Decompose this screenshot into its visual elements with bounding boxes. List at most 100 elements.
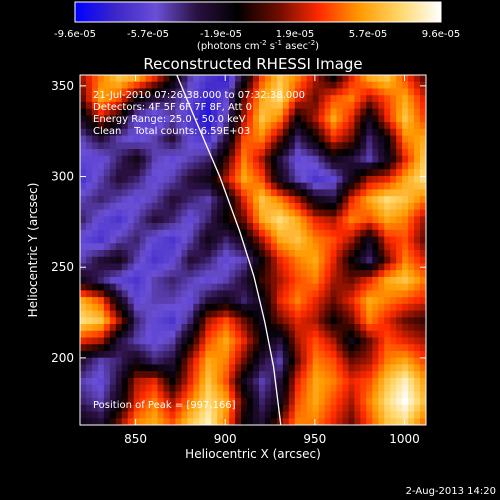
heatmap-cell [229, 317, 236, 325]
heatmap-cell [223, 391, 230, 399]
heatmap-cell [115, 189, 123, 197]
heatmap-cell [396, 418, 403, 425]
heatmap-cell [85, 196, 93, 204]
heatmap-cell [378, 189, 385, 197]
heatmap-cell [205, 384, 212, 392]
heatmap-cell [151, 270, 159, 278]
heatmap-cell [157, 223, 165, 231]
heatmap-cell [163, 256, 171, 265]
heatmap-cell [121, 290, 129, 298]
heatmap-cell [390, 377, 397, 386]
heatmap-cell [181, 391, 188, 399]
heatmap-cell [193, 115, 200, 123]
heatmap-cell [330, 108, 338, 116]
heatmap-cell [91, 357, 99, 366]
heatmap-cell [169, 169, 177, 177]
heatmap-cell [127, 81, 135, 90]
heatmap-cell [372, 101, 379, 110]
heatmap-cell [342, 209, 350, 217]
heatmap-cell [408, 391, 415, 399]
heatmap-cell [264, 418, 272, 425]
heatmap-cell [408, 243, 415, 251]
heatmap-cell [97, 297, 105, 305]
heatmap-cell [354, 357, 361, 366]
heatmap-cell [211, 344, 218, 352]
heatmap-cell [103, 81, 111, 90]
heatmap-cell [187, 95, 194, 103]
heatmap-cell [97, 115, 105, 123]
heatmap-cell [348, 122, 356, 130]
heatmap-cell [264, 290, 272, 298]
heatmap-cell [282, 317, 290, 325]
heatmap-cell [318, 128, 326, 137]
heatmap-cell [294, 243, 302, 251]
heatmap-cell [133, 95, 141, 103]
heatmap-cell [85, 115, 93, 123]
heatmap-cell [103, 290, 111, 298]
heatmap-cell [109, 81, 117, 90]
heatmap-cell [169, 270, 177, 278]
heatmap-cell [121, 108, 129, 116]
heatmap-cell [157, 101, 165, 110]
heatmap-cell [330, 169, 338, 177]
heatmap-cell [121, 371, 129, 379]
heatmap-cell [264, 384, 272, 392]
heatmap-cell [396, 344, 403, 352]
heatmap-cell [324, 404, 332, 413]
heatmap-cell [264, 398, 272, 406]
heatmap-cell [342, 317, 350, 325]
heatmap-cell [241, 404, 248, 413]
heatmap-cell [312, 310, 320, 318]
heatmap-cell [253, 256, 260, 265]
heatmap-cell [396, 88, 403, 96]
heatmap-cell [402, 196, 409, 204]
heatmap-cell [187, 142, 194, 150]
heatmap-cell [217, 391, 224, 399]
heatmap-cell [145, 250, 153, 258]
heatmap-cell [181, 398, 188, 406]
heatmap-cell [420, 108, 426, 116]
heatmap-cell [342, 162, 350, 170]
heatmap-cell [342, 337, 350, 345]
heatmap-cell [384, 377, 391, 386]
heatmap-cell [414, 149, 421, 157]
heatmap-cell [229, 75, 236, 83]
heatmap-cell [80, 95, 87, 103]
heatmap-cell [402, 216, 409, 224]
heatmap-cell [420, 371, 426, 379]
heatmap-cell [360, 384, 367, 392]
heatmap-cell [115, 81, 123, 90]
heatmap-cell [276, 276, 284, 285]
heatmap-cell [235, 169, 242, 177]
heatmap-cell [103, 209, 111, 217]
heatmap-cell [145, 344, 153, 352]
heatmap-cell [330, 377, 338, 386]
heatmap-cell [330, 398, 338, 406]
heatmap-cell [420, 270, 426, 278]
heatmap-cell [193, 263, 200, 271]
heatmap-cell [175, 142, 183, 150]
heatmap-cell [264, 317, 272, 325]
heatmap-cell [384, 175, 391, 184]
heatmap-cell [103, 337, 111, 345]
heatmap-cell [115, 344, 123, 352]
heatmap-cell [187, 404, 194, 413]
heatmap-cell [402, 75, 409, 83]
heatmap-cell [115, 364, 123, 372]
heatmap-cell [312, 189, 320, 197]
heatmap-cell [133, 155, 141, 164]
heatmap-cell [258, 303, 266, 312]
heatmap-cell [145, 283, 153, 291]
heatmap-cell [85, 364, 93, 372]
heatmap-cell [127, 256, 135, 265]
heatmap-cell [139, 81, 147, 90]
heatmap-cell [372, 324, 379, 332]
heatmap-cell [193, 310, 200, 318]
heatmap-cell [396, 270, 403, 278]
heatmap-cell [354, 202, 361, 211]
heatmap-cell [97, 169, 105, 177]
heatmap-cell [282, 330, 290, 339]
heatmap-cell [360, 108, 367, 116]
heatmap-cell [169, 411, 177, 419]
heatmap-cell [235, 398, 242, 406]
